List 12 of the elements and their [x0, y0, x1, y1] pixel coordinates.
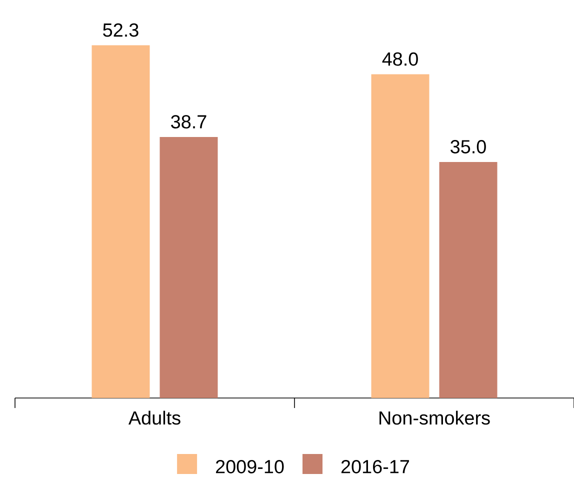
- data-label: 52.3: [103, 23, 138, 37]
- legend-label: 2016-17: [341, 460, 409, 474]
- bar: [371, 74, 430, 398]
- data-label: 38.7: [171, 115, 206, 128]
- legend-label: 2009-10: [216, 460, 284, 474]
- bar: [92, 45, 150, 398]
- bar: [439, 162, 498, 398]
- bar: [160, 136, 218, 398]
- data-label: 35.0: [450, 140, 486, 154]
- x-tick-label: Non-smokers: [380, 410, 490, 425]
- x-tick-label: Adults: [128, 410, 180, 425]
- data-label: 48.0: [382, 52, 418, 66]
